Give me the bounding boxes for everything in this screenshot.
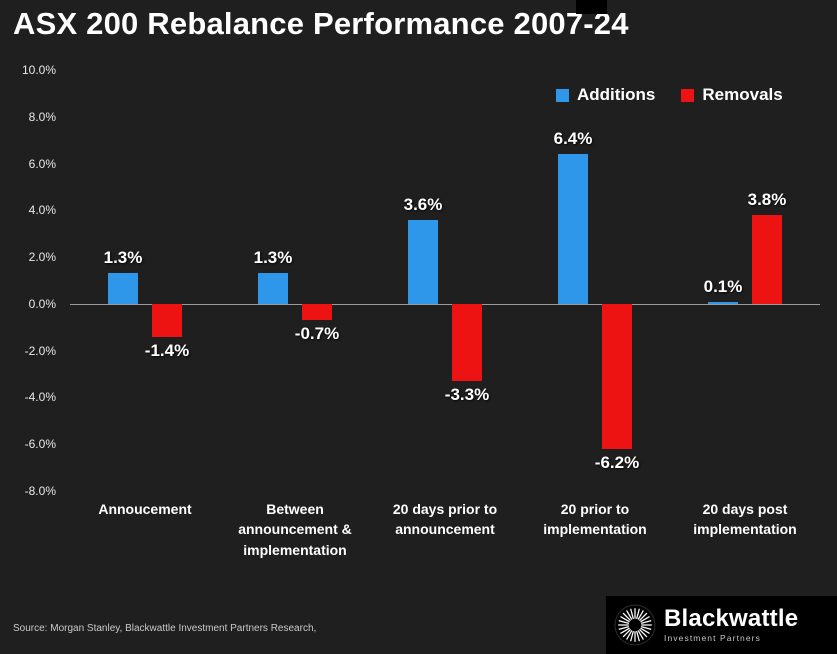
bar-additions-1 [258, 273, 288, 304]
y-tick-label-4: 2.0% [28, 250, 56, 265]
y-tick-label-0: 10.0% [21, 63, 56, 77]
legend-label-removals: Removals [702, 85, 783, 104]
zero-axis-line [70, 303, 820, 305]
legend-item-additions: Additions [556, 85, 655, 105]
bar-removals-2 [452, 303, 482, 382]
y-tick-label-2: 6.0% [28, 156, 56, 171]
bar-label-additions-1: 1.3% [253, 248, 293, 268]
bar-removals-1 [302, 303, 332, 321]
logo-brand: Blackwattle [664, 605, 799, 633]
bar-additions-2 [408, 219, 438, 304]
bar-label-removals-2: -3.3% [444, 385, 490, 405]
x-category-label-0: Annoucement [98, 501, 192, 517]
bar-label-removals-4: 3.8% [747, 190, 787, 209]
y-tick-label-3: 4.0% [28, 203, 56, 218]
x-axis-labels: Annoucement Between announcement & implem… [70, 499, 820, 571]
y-tick-label-1: 8.0% [28, 109, 56, 124]
y-tick-label-6: -2.0% [24, 343, 56, 358]
logo-text: Blackwattle Investment Partners [664, 607, 798, 643]
bar-label-additions-0: 1.3% [103, 248, 143, 268]
bar-additions-3 [558, 154, 588, 304]
bar-label-additions-2: 3.6% [403, 194, 443, 214]
additions-swatch-icon [556, 88, 569, 102]
y-tick-label-7: -4.0% [24, 390, 56, 405]
plot-area: 1.3% 1.3% 3.6% 6.4% 0.1% -1.4% -0.7% -3.3% -6.2%… [70, 70, 820, 491]
x-category-label-3: 20 prior to implementation [543, 501, 647, 538]
bar-additions-4 [708, 301, 738, 304]
bar-removals-0 [152, 303, 182, 337]
legend-label-additions: Additions [577, 85, 656, 104]
bar-removals-3 [602, 303, 632, 449]
bar-label-removals-0: -1.4% [144, 340, 190, 360]
chart-legend: Additions Removals [556, 85, 783, 105]
x-category-label-2: 20 days prior to announcement [392, 501, 498, 538]
blackwattle-logo: Blackwattle Investment Partners [606, 596, 837, 654]
x-category-label-1: Between announcement & implementation [238, 501, 352, 558]
x-category-label-4: 20 days post implementation [693, 501, 797, 538]
chart-title: ASX 200 Rebalance Performance 2007-24 [13, 6, 629, 41]
y-tick-label-5: 0.0% [28, 296, 56, 311]
bar-additions-0 [108, 273, 138, 304]
removals-swatch-icon [681, 88, 695, 102]
bar-label-removals-3: -6.2% [594, 452, 640, 472]
bar-removals-4 [752, 215, 782, 304]
source-note: Source: Morgan Stanley, Blackwattle Inve… [13, 623, 317, 634]
logo-subtitle: Investment Partners [664, 633, 761, 644]
blackwattle-burst-icon [614, 604, 656, 646]
bar-label-additions-4: 0.1% [703, 276, 743, 296]
y-tick-label-9: -8.0% [24, 484, 56, 498]
top-edge-artifact [576, 0, 607, 14]
bar-label-additions-3: 6.4% [553, 129, 593, 149]
y-tick-label-8: -6.0% [24, 437, 56, 452]
bar-label-removals-1: -0.7% [294, 324, 340, 344]
legend-item-removals: Removals [681, 85, 783, 105]
